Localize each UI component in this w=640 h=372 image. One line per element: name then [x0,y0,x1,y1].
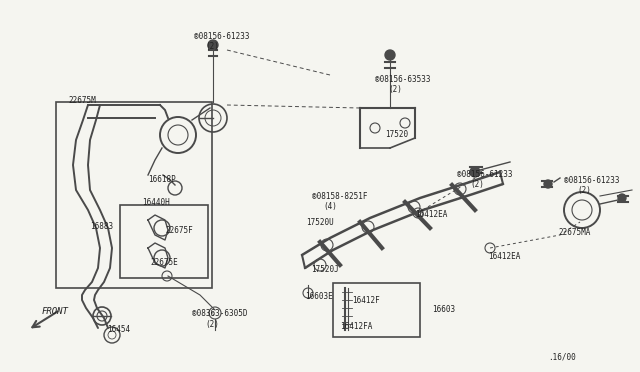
Circle shape [470,167,480,177]
Text: ®08156-61233: ®08156-61233 [194,32,250,41]
Text: ®08158-8251F: ®08158-8251F [312,192,367,201]
Text: .16/00: .16/00 [548,352,576,361]
Text: S: S [211,311,214,317]
Text: 16412FA: 16412FA [340,322,372,331]
Text: ®08156-63533: ®08156-63533 [375,75,431,84]
Bar [333,283,420,337]
Text: 16883: 16883 [90,222,113,231]
Circle shape [544,180,552,188]
Bar [56,102,212,288]
Text: 16412EA: 16412EA [415,210,447,219]
Text: 16412F: 16412F [352,296,380,305]
Text: ®08363-6305D: ®08363-6305D [192,309,248,318]
Text: 17520J: 17520J [311,265,339,274]
Text: (2): (2) [577,186,591,195]
Text: ®08156-61233: ®08156-61233 [564,176,620,185]
Text: 16454: 16454 [107,325,130,334]
Circle shape [208,40,218,50]
Text: (4): (4) [323,202,337,211]
Text: 16603E: 16603E [305,292,333,301]
Text: 16618P: 16618P [148,175,176,184]
Text: 16603: 16603 [432,305,455,314]
Text: 17520U: 17520U [306,218,333,227]
Bar [120,205,208,278]
Text: FRONT: FRONT [42,307,69,316]
Text: 22675M: 22675M [68,96,96,105]
Circle shape [618,194,626,202]
Text: 22675F: 22675F [165,226,193,235]
Text: 22675E: 22675E [150,258,178,267]
Circle shape [385,50,395,60]
Text: (2): (2) [470,180,484,189]
Text: 16412EA: 16412EA [488,252,520,261]
Text: 16440H: 16440H [142,198,170,207]
Text: (2): (2) [205,320,219,329]
Text: ®08156-61233: ®08156-61233 [457,170,513,179]
Text: 17520: 17520 [385,130,408,139]
Text: (2): (2) [205,42,219,51]
Text: (2): (2) [388,85,402,94]
Text: 22675MA: 22675MA [558,228,590,237]
